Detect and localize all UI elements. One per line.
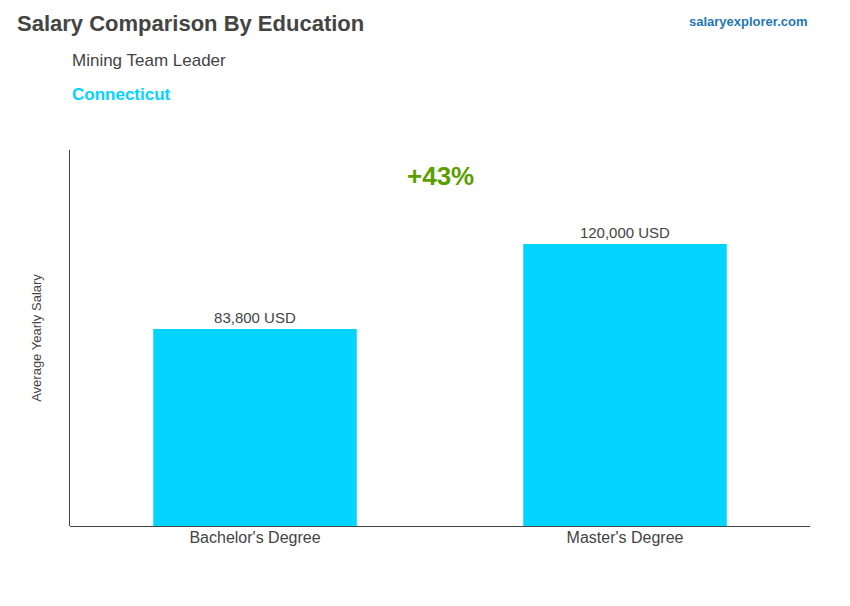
svg-text:120,000 USD: 120,000 USD [580, 224, 670, 241]
svg-text:+43%: +43% [407, 161, 474, 191]
svg-text:Mining Team Leader: Mining Team Leader [72, 51, 226, 70]
svg-text:Salary Comparison By Education: Salary Comparison By Education [17, 11, 364, 36]
svg-text:Master's Degree: Master's Degree [567, 529, 684, 546]
svg-text:Connecticut: Connecticut [72, 85, 171, 104]
svg-text:salaryexplorer.com: salaryexplorer.com [689, 14, 808, 29]
svg-text:Average Yearly Salary: Average Yearly Salary [29, 274, 44, 402]
svg-text:83,800 USD: 83,800 USD [214, 309, 296, 326]
svg-text:Bachelor's Degree: Bachelor's Degree [189, 529, 320, 546]
